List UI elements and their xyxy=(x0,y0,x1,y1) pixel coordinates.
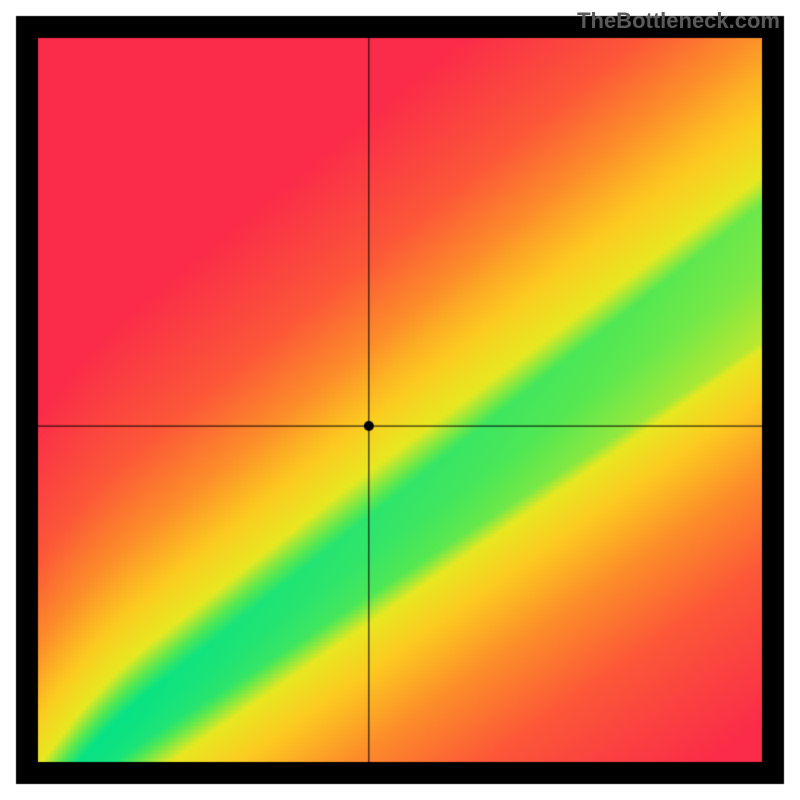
watermark-text: TheBottleneck.com xyxy=(577,8,780,34)
heatmap-chart xyxy=(0,0,800,800)
